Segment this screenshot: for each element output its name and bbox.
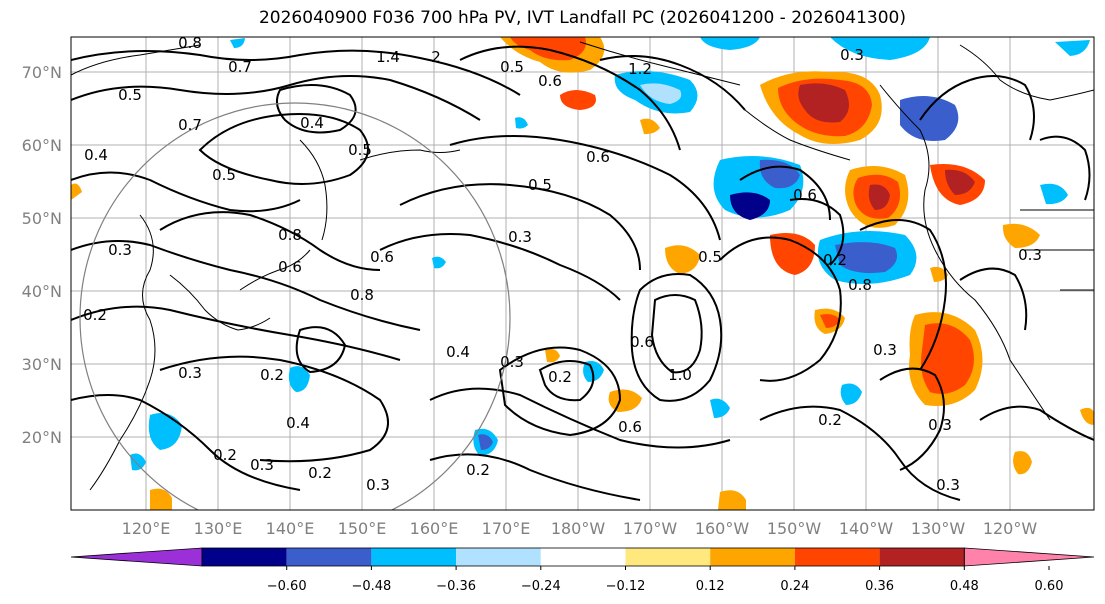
latitude-label: 50°N — [22, 209, 62, 228]
latitude-label: 60°N — [22, 136, 62, 155]
contour-label: 0.2 — [213, 446, 237, 464]
contour-label: 0.3 — [936, 476, 960, 494]
pv-contours — [71, 45, 1094, 501]
contour-label: 1.0 — [668, 366, 692, 384]
colorbar-extend-high — [963, 547, 1095, 567]
colorbar-tick-label: −0.24 — [521, 579, 561, 594]
contour-label: 2 — [431, 48, 441, 66]
longitude-label: 150°W — [767, 519, 822, 538]
range-circle — [79, 102, 511, 510]
contour-label: 0.6 — [538, 72, 562, 90]
contour-label: 0.2 — [466, 461, 490, 479]
longitude-label: 170°E — [482, 519, 531, 538]
contour-label: 0.3 — [1018, 246, 1042, 264]
colorbar-tick-label: 0.48 — [950, 579, 979, 594]
colorbar-swatch — [371, 548, 457, 566]
latitude-label: 40°N — [22, 282, 62, 301]
colorbar-swatch — [202, 548, 287, 566]
colorbar-swatch — [540, 548, 626, 566]
contour-label: 0.5 — [212, 166, 236, 184]
contour-label: 0.6 — [618, 418, 642, 436]
longitude-label: 150°E — [338, 519, 387, 538]
contour-label: 0.3 — [108, 241, 132, 259]
contour-label: 0.4 — [300, 114, 324, 132]
contour-label: 0.3 — [508, 228, 532, 246]
contour-label: 0.4 — [446, 343, 470, 361]
contour-label: 0.8 — [350, 286, 374, 304]
longitude-label: 130°W — [911, 519, 966, 538]
latitude-label: 70°N — [22, 63, 62, 82]
contour-label: 0.4 — [286, 414, 310, 432]
contour-label: 0.2 — [823, 251, 847, 269]
contour-label: 0.6 — [793, 186, 817, 204]
latitude-label: 20°N — [22, 428, 62, 447]
longitude-label: 140°W — [839, 519, 894, 538]
contour-label: 0.3 — [840, 46, 864, 64]
contour-label: 0.3 — [178, 364, 202, 382]
contour-label: 0.6 — [586, 148, 610, 166]
contour-label: 0.2 — [260, 366, 284, 384]
contour-label: 0.5 — [118, 86, 142, 104]
longitude-label: 170°W — [623, 519, 678, 538]
colorbar-swatch — [625, 548, 711, 566]
contour-label: 0.6 — [370, 248, 394, 266]
contour-label: 0.6 — [278, 258, 302, 276]
contour-label: 0.5 — [348, 141, 372, 159]
contour-label: 0.4 — [84, 146, 108, 164]
contour-label: 0.8 — [178, 34, 202, 52]
longitude-label: 140°E — [266, 519, 315, 538]
contour-label: 1.2 — [628, 60, 652, 78]
colorbar-swatch — [710, 548, 795, 566]
longitude-label: 180°W — [551, 519, 606, 538]
contour-label: 0.6 — [630, 333, 654, 351]
colorbar-extend-low — [70, 547, 203, 567]
longitude-label: 160°E — [410, 519, 459, 538]
colorbar-swatch — [879, 548, 965, 566]
map-frame — [70, 36, 1095, 511]
map-title: 2026040900 F036 700 hPa PV, IVT Landfall… — [258, 8, 906, 28]
ivt-anomaly-fills — [71, 37, 1094, 510]
colorbar-swatch — [456, 548, 541, 566]
contour-label: 0.3 — [366, 476, 390, 494]
colorbar-swatch — [794, 548, 880, 566]
contour-label: 0.5 — [698, 248, 722, 266]
map-area: 0.8 0.7 1.4 2 0.5 1.2 0.3 0.5 0.4 0.6 0.7 0.5 0.4 0.5… — [71, 16, 1094, 510]
contour-label: 0.8 — [848, 276, 872, 294]
contour-label: 0.8 — [278, 226, 302, 244]
colorbar-tick-label: 0.60 — [1035, 579, 1064, 594]
contour-label-layer: 0.8 0.7 1.4 2 0.5 1.2 0.3 0.5 0.4 0.6 0.7 0.5 0.4 0.5… — [83, 16, 1042, 494]
contour-label: 0.7 — [228, 58, 252, 76]
contour-label: 0.3 — [873, 341, 897, 359]
latitude-label: 30°N — [22, 355, 62, 374]
colorbar-tick-label: −0.36 — [436, 579, 476, 594]
colorbar-tick-label: 0.12 — [696, 579, 725, 594]
colorbar-tick-label: −0.48 — [351, 579, 391, 594]
latitude-labels: 70°N 60°N 50°N 40°N 30°N 20°N — [22, 63, 62, 447]
contour-label: 0.4 — [558, 16, 582, 34]
colorbar: −0.60 −0.48 −0.36 −0.24 −0.12 0.12 0.24 0.36 0.4… — [70, 547, 1095, 594]
contour-label: 0.2 — [818, 411, 842, 429]
contour-label: 0.5 — [500, 58, 524, 76]
longitude-labels: 120°E 130°E 140°E 150°E 160°E 170°E 180°W 170°W… — [122, 519, 1038, 538]
contour-label: 1.4 — [376, 48, 400, 66]
colorbar-tick-label: −0.12 — [606, 579, 646, 594]
contour-label: 0.2 — [308, 464, 332, 482]
longitude-label: 120°E — [122, 519, 171, 538]
contour-label: 0.3 — [500, 353, 524, 371]
contour-label: 0.5 — [528, 176, 552, 194]
contour-label: 0.7 — [178, 116, 202, 134]
colorbar-tick-label: −0.60 — [267, 579, 307, 594]
contour-label: 0.3 — [250, 456, 274, 474]
colorbar-swatch — [286, 548, 372, 566]
colorbar-tick-label: 0.36 — [865, 579, 894, 594]
contour-label: 0.2 — [548, 368, 572, 386]
longitude-label: 120°W — [983, 519, 1038, 538]
longitude-label: 130°E — [194, 519, 243, 538]
colorbar-tick-label: 0.24 — [780, 579, 809, 594]
contour-label: 0.3 — [928, 416, 952, 434]
contour-label: 0.2 — [83, 306, 107, 324]
longitude-label: 160°W — [695, 519, 750, 538]
